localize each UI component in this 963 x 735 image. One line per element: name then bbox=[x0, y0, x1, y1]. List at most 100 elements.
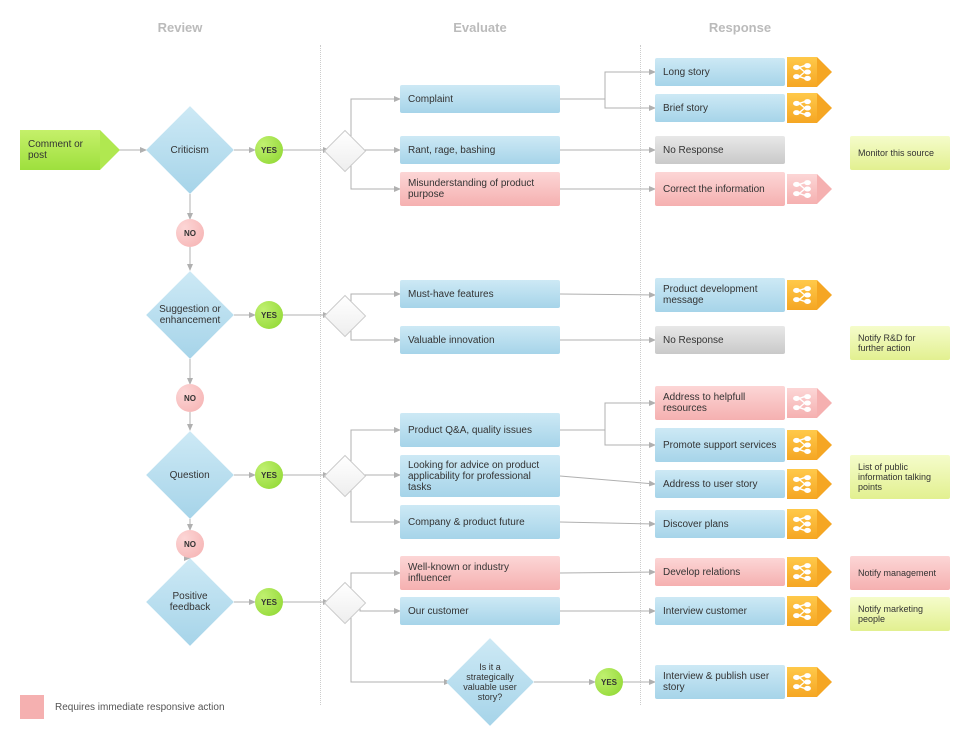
box-label: No Response bbox=[663, 335, 724, 346]
box-label: Brief story bbox=[663, 103, 708, 114]
share-tag-icon bbox=[787, 280, 817, 310]
box-label: Promote support services bbox=[663, 440, 776, 451]
box-label: Rant, rage, bashing bbox=[408, 145, 495, 156]
response-box-interview: Interview customer bbox=[655, 597, 785, 625]
decision-label: Question bbox=[159, 470, 221, 481]
share-tag-icon bbox=[787, 57, 817, 87]
response-box-noresp1: No Response bbox=[655, 136, 785, 164]
column-divider bbox=[640, 45, 641, 705]
decision-label: Is it a strategically valuable user stor… bbox=[459, 662, 521, 702]
box-label: Complaint bbox=[408, 94, 453, 105]
annotation-monitor: Monitor this source bbox=[850, 136, 950, 170]
response-box-longstory: Long story bbox=[655, 58, 785, 86]
legend-text: Requires immediate responsive action bbox=[55, 702, 225, 713]
box-label: Address to user story bbox=[663, 479, 757, 490]
evaluate-box-future: Company & product future bbox=[400, 505, 560, 539]
decision-positive: Positive feedback bbox=[146, 558, 234, 646]
response-box-brief: Brief story bbox=[655, 94, 785, 122]
yes-label: YES bbox=[261, 598, 277, 607]
share-tag-icon bbox=[787, 388, 817, 418]
no-label: NO bbox=[184, 540, 196, 549]
decision-criticism: Criticism bbox=[146, 106, 234, 194]
yes-label: YES bbox=[261, 146, 277, 155]
evaluate-box-valinno: Valuable innovation bbox=[400, 326, 560, 354]
evaluate-box-rant: Rant, rage, bashing bbox=[400, 136, 560, 164]
decision-strategic: Is it a strategically valuable user stor… bbox=[446, 638, 534, 726]
box-label: Correct the information bbox=[663, 184, 765, 195]
yes-badge: YES bbox=[595, 668, 623, 696]
box-label: Must-have features bbox=[408, 289, 494, 300]
decision-suggestion: Suggestion or enhancement bbox=[146, 271, 234, 359]
box-label: Well-known or industry influencer bbox=[408, 562, 552, 584]
share-tag-icon bbox=[787, 430, 817, 460]
response-box-correct: Correct the information bbox=[655, 172, 785, 206]
box-label: Develop relations bbox=[663, 567, 740, 578]
no-label: NO bbox=[184, 229, 196, 238]
box-label: No Response bbox=[663, 145, 724, 156]
evaluate-box-ourcust: Our customer bbox=[400, 597, 560, 625]
box-label: Company & product future bbox=[408, 517, 525, 528]
response-box-promote: Promote support services bbox=[655, 428, 785, 462]
annotation-label: Notify management bbox=[858, 568, 936, 578]
yes-badge: YES bbox=[255, 461, 283, 489]
annotation-notifymk: Notify marketing people bbox=[850, 597, 950, 631]
evaluate-box-musthave: Must-have features bbox=[400, 280, 560, 308]
evaluate-box-advice: Looking for advice on product applicabil… bbox=[400, 455, 560, 497]
share-tag-icon bbox=[787, 93, 817, 123]
no-label: NO bbox=[184, 394, 196, 403]
no-badge: NO bbox=[176, 219, 204, 247]
box-label: Product Q&A, quality issues bbox=[408, 425, 532, 436]
share-tag-icon bbox=[787, 557, 817, 587]
decision-label: Positive feedback bbox=[159, 591, 221, 613]
share-tag-icon bbox=[787, 596, 817, 626]
share-tag-icon bbox=[787, 509, 817, 539]
share-tag-icon bbox=[787, 667, 817, 697]
box-label: Our customer bbox=[408, 606, 469, 617]
box-label: Address to helpfull resources bbox=[663, 392, 777, 414]
start-label: Comment or post bbox=[28, 139, 100, 161]
evaluate-box-misunder: Misunderstanding of product purpose bbox=[400, 172, 560, 206]
box-label: Discover plans bbox=[663, 519, 729, 530]
annotation-talkpts: List of public information talking point… bbox=[850, 455, 950, 499]
annotation-label: Notify marketing people bbox=[858, 604, 942, 624]
yes-badge: YES bbox=[255, 136, 283, 164]
decision-label: Suggestion or enhancement bbox=[159, 304, 221, 326]
gateway-diamond bbox=[324, 455, 366, 497]
response-box-helpres: Address to helpfull resources bbox=[655, 386, 785, 420]
annotation-notifyrd: Notify R&D for further action bbox=[850, 326, 950, 360]
yes-label: YES bbox=[261, 311, 277, 320]
yes-badge: YES bbox=[255, 588, 283, 616]
yes-label: YES bbox=[601, 678, 617, 687]
yes-badge: YES bbox=[255, 301, 283, 329]
decision-label: Criticism bbox=[159, 145, 221, 156]
box-label: Misunderstanding of product purpose bbox=[408, 178, 552, 200]
box-label: Interview customer bbox=[663, 606, 747, 617]
response-box-discover: Discover plans bbox=[655, 510, 785, 538]
response-box-proddev: Product development message bbox=[655, 278, 785, 312]
yes-label: YES bbox=[261, 471, 277, 480]
response-box-noresp2: No Response bbox=[655, 326, 785, 354]
annotation-label: List of public information talking point… bbox=[858, 462, 942, 492]
annotation-label: Monitor this source bbox=[858, 148, 934, 158]
column-divider bbox=[320, 45, 321, 705]
annotation-notifymg: Notify management bbox=[850, 556, 950, 590]
box-label: Long story bbox=[663, 67, 710, 78]
gateway-diamond bbox=[324, 582, 366, 624]
column-header-evaluate: Evaluate bbox=[380, 20, 580, 35]
response-box-publish: Interview & publish user story bbox=[655, 665, 785, 699]
gateway-diamond bbox=[324, 130, 366, 172]
share-tag-icon bbox=[787, 174, 817, 204]
evaluate-box-complaint: Complaint bbox=[400, 85, 560, 113]
evaluate-box-influencer: Well-known or industry influencer bbox=[400, 556, 560, 590]
column-header-response: Response bbox=[640, 20, 840, 35]
box-label: Valuable innovation bbox=[408, 335, 495, 346]
share-tag-icon bbox=[787, 469, 817, 499]
box-label: Product development message bbox=[663, 284, 777, 306]
box-label: Looking for advice on product applicabil… bbox=[408, 460, 552, 493]
flowchart-canvas: Review Evaluate Response Comment or post… bbox=[0, 0, 963, 735]
no-badge: NO bbox=[176, 384, 204, 412]
response-box-develop: Develop relations bbox=[655, 558, 785, 586]
box-label: Interview & publish user story bbox=[663, 671, 777, 693]
evaluate-box-prodqa: Product Q&A, quality issues bbox=[400, 413, 560, 447]
legend-swatch bbox=[20, 695, 44, 719]
